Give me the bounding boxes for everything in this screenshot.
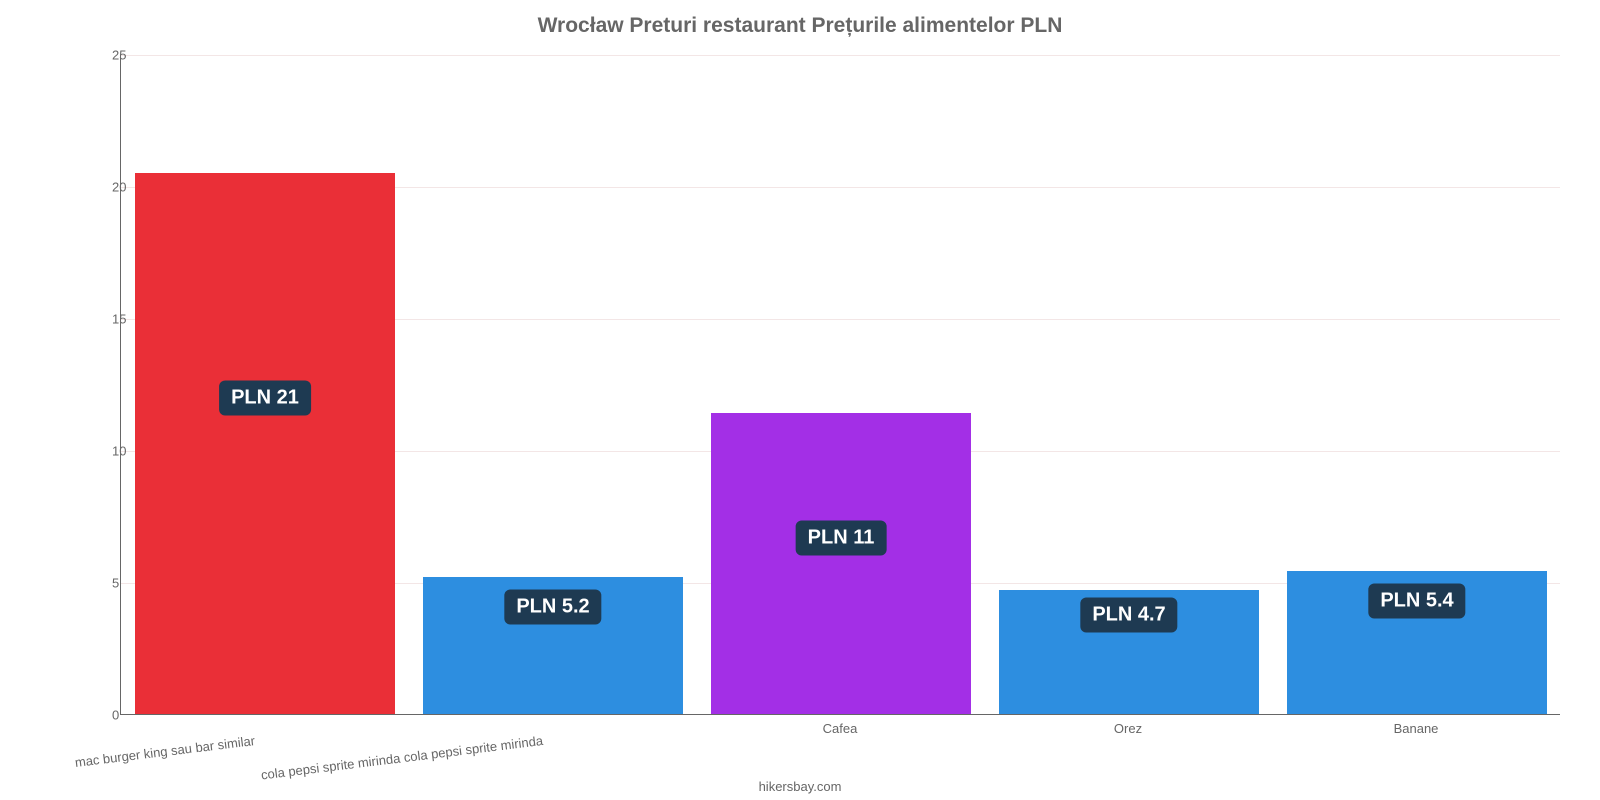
- bar-value-label: PLN 11: [796, 521, 887, 556]
- x-tick-label: Banane: [1394, 721, 1439, 736]
- x-tick-label: mac burger king sau bar similar: [74, 733, 256, 770]
- bar-value-label: PLN 5.4: [1368, 584, 1465, 619]
- bar-labels-layer: PLN 21 PLN 5.2 PLN 11 PLN 4.7 PLN 5.4: [121, 55, 1560, 714]
- bar-value-label: PLN 5.2: [504, 589, 601, 624]
- bar-value-label: PLN 4.7: [1080, 597, 1177, 632]
- chart-footer: hikersbay.com: [0, 779, 1600, 794]
- chart-title: Wrocław Preturi restaurant Prețurile ali…: [0, 14, 1600, 38]
- x-axis: mac burger king sau bar similarcola peps…: [120, 715, 1560, 775]
- x-tick-label: Orez: [1114, 721, 1142, 736]
- plot-area: PLN 21 PLN 5.2 PLN 11 PLN 4.7 PLN 5.4: [120, 55, 1560, 715]
- chart-container: Wrocław Preturi restaurant Prețurile ali…: [0, 0, 1600, 800]
- bar-value-label: PLN 21: [219, 381, 311, 416]
- x-tick-label: cola pepsi sprite mirinda cola pepsi spr…: [260, 733, 544, 782]
- x-tick-label: Cafea: [823, 721, 858, 736]
